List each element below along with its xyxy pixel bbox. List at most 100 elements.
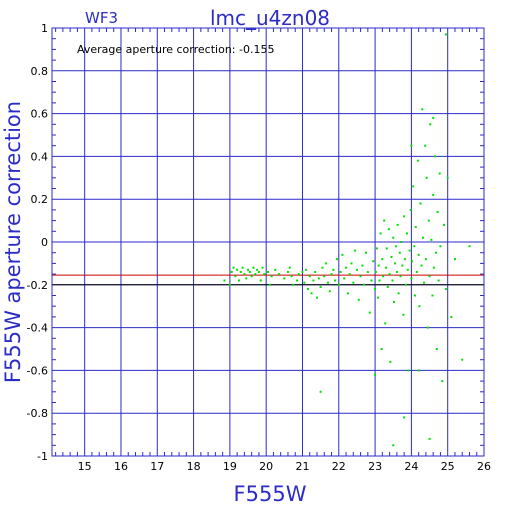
data-point-136 [431, 294, 434, 297]
data-point-6 [237, 279, 240, 282]
data-point-137 [432, 193, 435, 196]
data-point-103 [401, 264, 404, 267]
grid [52, 27, 485, 457]
data-point-70 [368, 311, 371, 314]
data-point-28 [288, 266, 291, 269]
data-point-116 [413, 245, 416, 248]
x-tick-label-0: 15 [78, 460, 92, 473]
data-point-42 [317, 277, 320, 280]
data-point-23 [270, 275, 273, 278]
data-point-21 [267, 270, 269, 273]
data-point-134 [429, 123, 432, 126]
data-point-131 [426, 326, 429, 329]
data-point-38 [310, 292, 313, 295]
x-tick-label-10: 25 [441, 460, 455, 473]
data-point-3 [232, 266, 235, 269]
x-tick-label-1: 16 [114, 460, 128, 473]
data-point-41 [316, 296, 319, 299]
data-point-56 [343, 277, 346, 280]
x-tick-labels: 15 16 17 18 19 20 21 22 23 24 25 26 [78, 460, 491, 473]
data-point-78 [378, 279, 381, 282]
data-point-83 [383, 219, 386, 222]
data-point-5 [236, 268, 239, 271]
data-point-76 [376, 296, 379, 299]
data-point-40 [314, 270, 317, 273]
data-point-107 [404, 283, 407, 286]
data-point-62 [354, 249, 357, 252]
data-point-92 [391, 279, 394, 282]
data-point-100 [398, 251, 401, 254]
data-point-160 [417, 369, 420, 372]
data-point-13 [250, 275, 253, 278]
data-point-46 [325, 262, 328, 265]
data-point-60 [350, 262, 353, 265]
y-tick-label-2: -0.6 [27, 364, 48, 377]
data-point-75 [375, 247, 378, 250]
data-point-67 [363, 283, 366, 286]
data-point-123 [419, 202, 422, 205]
data-point-34 [303, 281, 306, 284]
data-point-69 [366, 270, 369, 273]
data-point-88 [387, 228, 390, 231]
data-point-110 [407, 369, 410, 372]
data-point-2 [230, 270, 233, 273]
data-point-59 [348, 273, 351, 276]
data-point-138 [432, 266, 435, 269]
data-point-29 [290, 275, 293, 278]
data-point-102 [400, 241, 403, 243]
data-point-106 [403, 258, 406, 261]
data-point-87 [386, 285, 389, 288]
data-point-27 [286, 270, 289, 273]
data-point-159 [403, 416, 406, 419]
x-tick-label-11: 26 [477, 460, 491, 473]
data-point-65 [359, 275, 362, 278]
data-point-9 [243, 273, 246, 276]
data-point-84 [384, 322, 387, 325]
y-tick-label-9: 0.8 [31, 65, 49, 78]
data-point-11 [247, 268, 250, 271]
data-point-39 [312, 279, 315, 282]
data-point-30 [292, 283, 295, 286]
data-point-25 [277, 273, 280, 276]
data-point-64 [357, 298, 360, 301]
data-point-85 [384, 266, 387, 269]
data-point-145 [439, 245, 442, 248]
y-axis-label: F555W aperture correction [1, 101, 25, 383]
data-point-129 [424, 258, 427, 261]
data-point-101 [399, 275, 402, 278]
data-point-108 [406, 232, 409, 235]
data-point-4 [234, 275, 237, 278]
data-point-143 [437, 279, 440, 282]
data-point-53 [337, 283, 340, 286]
data-point-144 [438, 172, 441, 175]
data-point-89 [388, 273, 391, 276]
data-point-115 [412, 185, 415, 188]
x-tick-label-8: 23 [368, 460, 382, 473]
x-axis-label: F555W [234, 482, 307, 506]
y-tick-label-10: 1 [41, 22, 48, 35]
data-point-133 [428, 275, 431, 278]
chart-title: lmc_u4zn08 [210, 6, 330, 30]
data-point-98 [396, 223, 399, 226]
data-point-74 [374, 270, 377, 273]
data-point-19 [261, 266, 264, 269]
data-point-95 [394, 262, 397, 265]
data-point-141 [435, 348, 438, 350]
data-point-82 [382, 275, 385, 278]
y-tick-label-1: -0.8 [27, 407, 48, 420]
data-point-153 [468, 245, 471, 248]
plot-frame [51, 27, 485, 457]
data-point-90 [389, 360, 392, 363]
data-point-8 [241, 266, 244, 269]
data-point-66 [361, 264, 364, 267]
data-point-72 [372, 260, 375, 263]
y-tick-label-0: -1 [37, 450, 48, 463]
data-point-146 [441, 380, 444, 383]
data-point-156 [428, 437, 431, 440]
data-point-10 [245, 277, 248, 280]
data-point-80 [380, 348, 383, 350]
data-point-55 [341, 253, 344, 256]
data-point-0 [223, 279, 226, 282]
data-point-132 [427, 219, 430, 222]
